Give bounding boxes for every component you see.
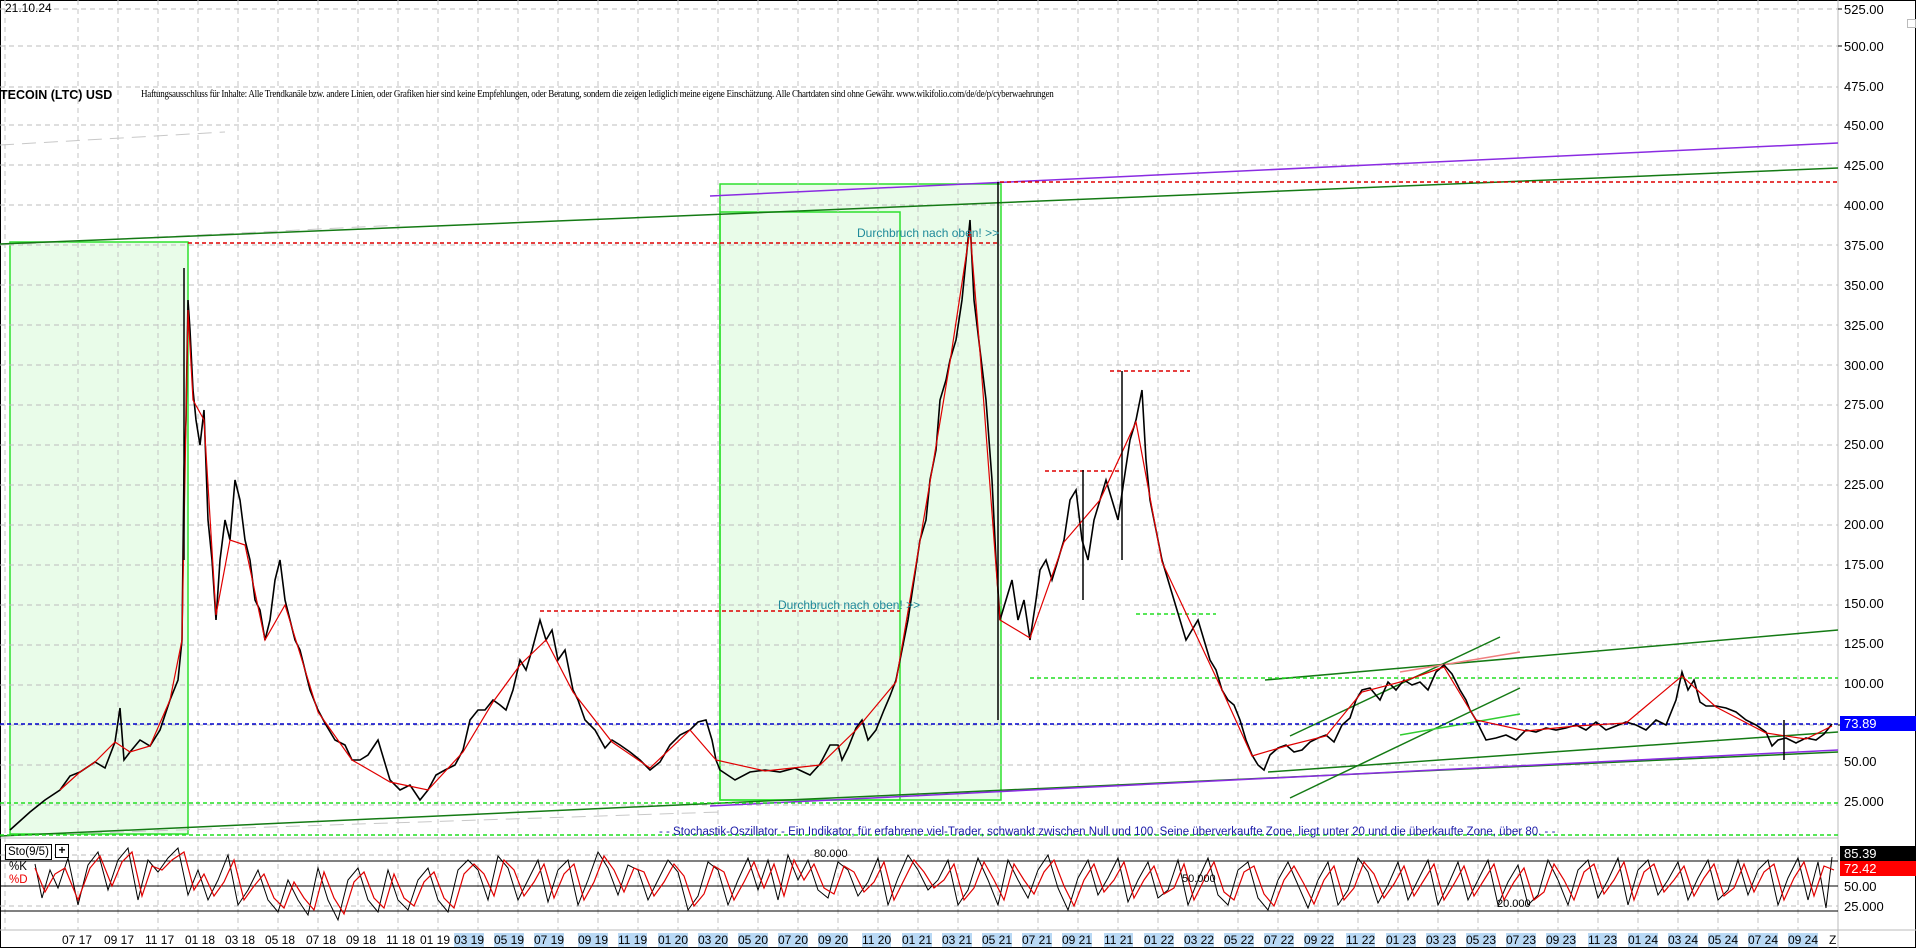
price-tick: 50.00	[1844, 754, 1877, 769]
date-tick: 07 17	[62, 933, 93, 947]
price-tick: 425.00	[1844, 158, 1884, 173]
date-tick: 09 24	[1788, 933, 1819, 947]
disclaimer-text: Haftungsausschluss für Inhalte: Alle Tre…	[141, 89, 1054, 100]
date-tick: 05 22	[1224, 933, 1255, 947]
date-tick: 07 21	[1022, 933, 1053, 947]
k-value-tag: 85.39	[1840, 846, 1916, 861]
date-tick: 01 19	[420, 933, 451, 947]
date-tick: 05 18	[265, 933, 296, 947]
date-tick: 03 18	[225, 933, 256, 947]
date-tick: 05 21	[982, 933, 1013, 947]
price-tick: 400.00	[1844, 198, 1884, 213]
date-tick: 07 19	[534, 933, 565, 947]
stochastic-description: - - Stochastik-Oszillator - Ein Indikato…	[659, 826, 1556, 838]
time-grid	[4, 0, 1799, 930]
date-tick: 11 21	[1104, 933, 1134, 947]
price-series	[9, 182, 1833, 831]
highlight-boxes	[9, 183, 1002, 835]
price-tick: 350.00	[1844, 278, 1884, 293]
price-tick: 150.00	[1844, 596, 1884, 611]
price-tick: 225.00	[1844, 477, 1884, 492]
date-tick: 05 23	[1466, 933, 1497, 947]
level-50-label: 50.000	[1182, 873, 1216, 885]
breakout-annotation-2021: Durchbruch nach oben! >>	[857, 226, 1000, 240]
date-tick: 01 24	[1628, 933, 1659, 947]
level-80-label: 80.000	[814, 848, 848, 860]
date-tick: 11 20	[862, 933, 892, 947]
date-tick: 03 22	[1184, 933, 1215, 947]
date-tick: 05 19	[494, 933, 525, 947]
price-tick: 475.00	[1844, 79, 1884, 94]
date-tick: 09 17	[104, 933, 135, 947]
axis-ticks	[1838, 8, 1842, 726]
price-grid	[0, 8, 1838, 806]
chart-date: 21.10.24	[5, 1, 52, 15]
breakout-annotation-2020: Durchbruch nach oben! >>	[778, 598, 921, 612]
date-tick: 05 24	[1708, 933, 1739, 947]
date-tick: 07 23	[1506, 933, 1537, 947]
date-tick: 01 23	[1386, 933, 1417, 947]
stochastic-panel	[0, 846, 1838, 922]
trend-channel-lines	[0, 142, 1839, 837]
price-tick: 500.00	[1844, 39, 1884, 54]
price-tick: 275.00	[1844, 397, 1884, 412]
date-tick: 03 19	[454, 933, 485, 947]
price-tick: 125.00	[1844, 636, 1884, 651]
stochastic-label[interactable]: Sto(9/5)	[5, 844, 52, 860]
expand-indicator-icon[interactable]: +	[55, 844, 69, 858]
date-tick: 03 21	[942, 933, 973, 947]
date-tick: 03 20	[698, 933, 729, 947]
price-tick: 375.00	[1844, 238, 1884, 253]
date-tick: 07 24	[1748, 933, 1779, 947]
date-tick: 07 22	[1264, 933, 1295, 947]
price-tick: 300.00	[1844, 358, 1884, 373]
date-tick: 09 22	[1304, 933, 1335, 947]
price-tick: 25.000	[1844, 794, 1884, 809]
date-tick: 01 18	[185, 933, 216, 947]
price-tick: 525.00	[1844, 2, 1884, 17]
date-tick: 11 22	[1346, 933, 1376, 947]
date-tick: 09 21	[1062, 933, 1093, 947]
date-tick: 01 20	[658, 933, 689, 947]
date-end-marker: Z	[1829, 933, 1837, 947]
date-tick: 11 17	[145, 933, 175, 947]
legend-d: %D	[9, 874, 28, 886]
price-tick: 175.00	[1844, 557, 1884, 572]
date-tick: 07 20	[778, 933, 809, 947]
price-tick: 450.00	[1844, 118, 1884, 133]
date-tick: 01 21	[902, 933, 933, 947]
date-tick: 09 19	[578, 933, 609, 947]
d-value-tag: 72.42	[1840, 861, 1916, 876]
date-tick: 11 23	[1588, 933, 1618, 947]
chart-title: TECOIN (LTC) USD	[0, 88, 113, 102]
date-tick: 03 24	[1668, 933, 1699, 947]
collapse-panel-button[interactable]	[1907, 19, 1916, 28]
stochastic-tick: 25.000	[1844, 899, 1884, 914]
date-tick: 09 20	[818, 933, 849, 947]
price-tick: 200.00	[1844, 517, 1884, 532]
date-tick: 09 18	[346, 933, 377, 947]
current-price-tag: 73.89	[1840, 716, 1916, 731]
legend-k: %K	[9, 861, 27, 873]
date-tick: 11 19	[618, 933, 648, 947]
date-tick: 05 20	[738, 933, 769, 947]
date-tick: 03 23	[1426, 933, 1457, 947]
level-20-label: 20.000	[1497, 898, 1531, 910]
date-tick: 11 18	[386, 933, 416, 947]
date-tick: 07 18	[306, 933, 337, 947]
price-tick: 100.00	[1844, 676, 1884, 691]
stochastic-tick: 50.00	[1844, 879, 1877, 894]
price-tick: 250.00	[1844, 437, 1884, 452]
price-tick: 325.00	[1844, 318, 1884, 333]
date-tick: 09 23	[1546, 933, 1577, 947]
date-tick: 01 22	[1144, 933, 1175, 947]
